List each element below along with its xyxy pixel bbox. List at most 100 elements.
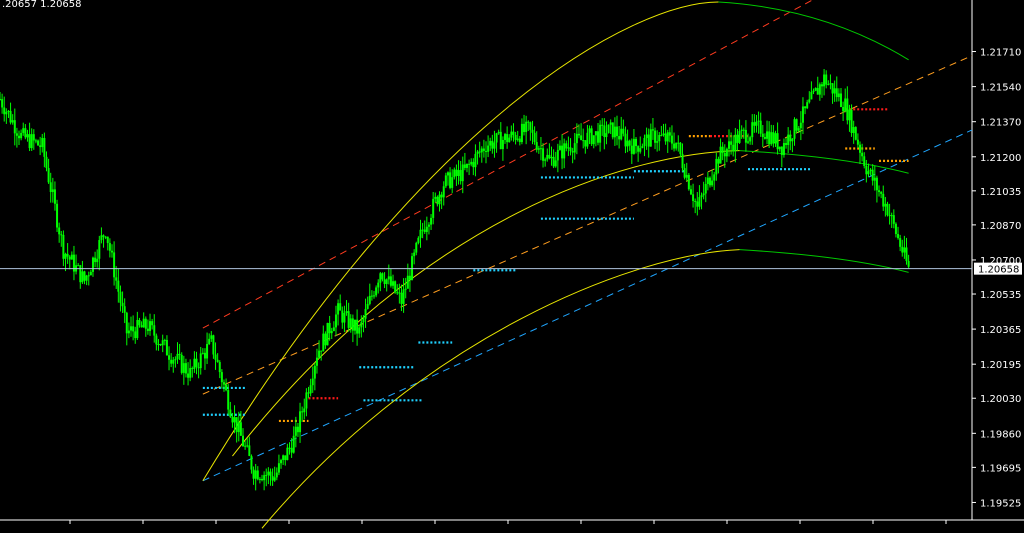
candle-body — [527, 121, 530, 123]
candle-body — [214, 354, 217, 360]
candle-body — [656, 141, 659, 143]
candle-body — [446, 172, 449, 176]
candle-body — [193, 358, 196, 369]
candle-body — [265, 474, 268, 476]
candle-body — [13, 120, 16, 134]
candle-body — [320, 350, 323, 352]
candle-body — [51, 189, 54, 193]
candle-body — [586, 132, 589, 147]
candle-body — [670, 135, 673, 144]
current-price-label: 1.20658 — [978, 265, 1019, 276]
candle-body — [144, 318, 147, 329]
candle-body — [613, 126, 616, 138]
candle-body — [330, 331, 333, 334]
candle-body — [744, 129, 747, 143]
candle-body — [81, 271, 84, 283]
candle-body — [254, 470, 257, 479]
candle-body — [104, 236, 107, 238]
candle-body — [850, 109, 853, 134]
candle-body — [286, 447, 289, 461]
candle-body — [459, 170, 462, 182]
candle-body — [18, 135, 21, 139]
candle-body — [411, 256, 414, 280]
candle-body — [810, 91, 813, 100]
candle-body — [400, 292, 403, 304]
candle-body — [683, 168, 686, 178]
candle-body — [231, 416, 234, 423]
candle-body — [328, 322, 331, 334]
candle-body — [341, 310, 344, 323]
candle-body — [337, 303, 340, 315]
candle-body — [563, 143, 566, 159]
candle-body — [677, 142, 680, 144]
candle-body — [392, 281, 395, 286]
candle-body — [820, 84, 823, 87]
candle-body — [165, 340, 168, 356]
candle-body — [387, 276, 390, 280]
candle-body — [34, 140, 37, 142]
candle-body — [892, 215, 895, 224]
candle-body — [432, 198, 435, 218]
candle-body — [753, 122, 756, 126]
candle-body — [658, 134, 661, 142]
candle-body — [229, 409, 232, 417]
candle-body — [561, 145, 564, 159]
candle-body — [301, 411, 304, 413]
candle-body — [886, 203, 889, 216]
candle-body — [322, 333, 325, 352]
candle-body — [643, 137, 646, 147]
candle-body — [28, 134, 31, 149]
candle-body — [326, 322, 329, 346]
candle-body — [89, 271, 92, 276]
candle-body — [83, 271, 86, 281]
candle-body — [725, 148, 728, 157]
candle-body — [275, 472, 278, 478]
candle-body — [106, 236, 109, 243]
y-tick-label: 1.21035 — [980, 187, 1021, 198]
candle-body — [258, 478, 261, 480]
candle-body — [573, 143, 576, 153]
candle-body — [332, 327, 335, 332]
candle-body — [235, 417, 238, 433]
candle-body — [45, 156, 48, 169]
channel-line-red — [202, 0, 814, 329]
candle-body — [789, 134, 792, 142]
candle-body — [212, 335, 215, 355]
candle-body — [151, 321, 154, 326]
candle-body — [584, 140, 587, 147]
candle-body — [85, 275, 88, 281]
candle-body — [506, 134, 509, 143]
candle-body — [759, 120, 762, 134]
candle-body — [818, 84, 821, 95]
candle-body — [299, 411, 302, 433]
candle-body — [468, 163, 471, 165]
candle-body — [7, 110, 10, 112]
candle-body — [149, 321, 152, 331]
candle-body — [180, 354, 183, 373]
candle-body — [514, 134, 517, 140]
candle-body — [66, 253, 69, 257]
candle-body — [349, 318, 352, 328]
candle-body — [632, 138, 635, 154]
candle-body — [261, 478, 264, 481]
candle-body — [24, 128, 27, 138]
candle-body — [32, 134, 35, 141]
candle-body — [68, 256, 71, 260]
candle-body — [596, 131, 599, 143]
candle-body — [70, 254, 73, 260]
candle-body — [163, 340, 166, 342]
candle-body — [37, 140, 40, 146]
candle-body — [227, 390, 230, 410]
candle-body — [159, 344, 162, 346]
candle-body — [125, 312, 128, 334]
candle-body — [360, 322, 363, 328]
candle-body — [136, 319, 139, 339]
candle-body — [816, 88, 819, 95]
candle-body — [523, 123, 526, 133]
candle-body — [774, 133, 777, 144]
candle-body — [39, 145, 42, 148]
candle-body — [273, 477, 276, 481]
candle-body — [757, 120, 760, 122]
candle-body — [142, 318, 145, 328]
